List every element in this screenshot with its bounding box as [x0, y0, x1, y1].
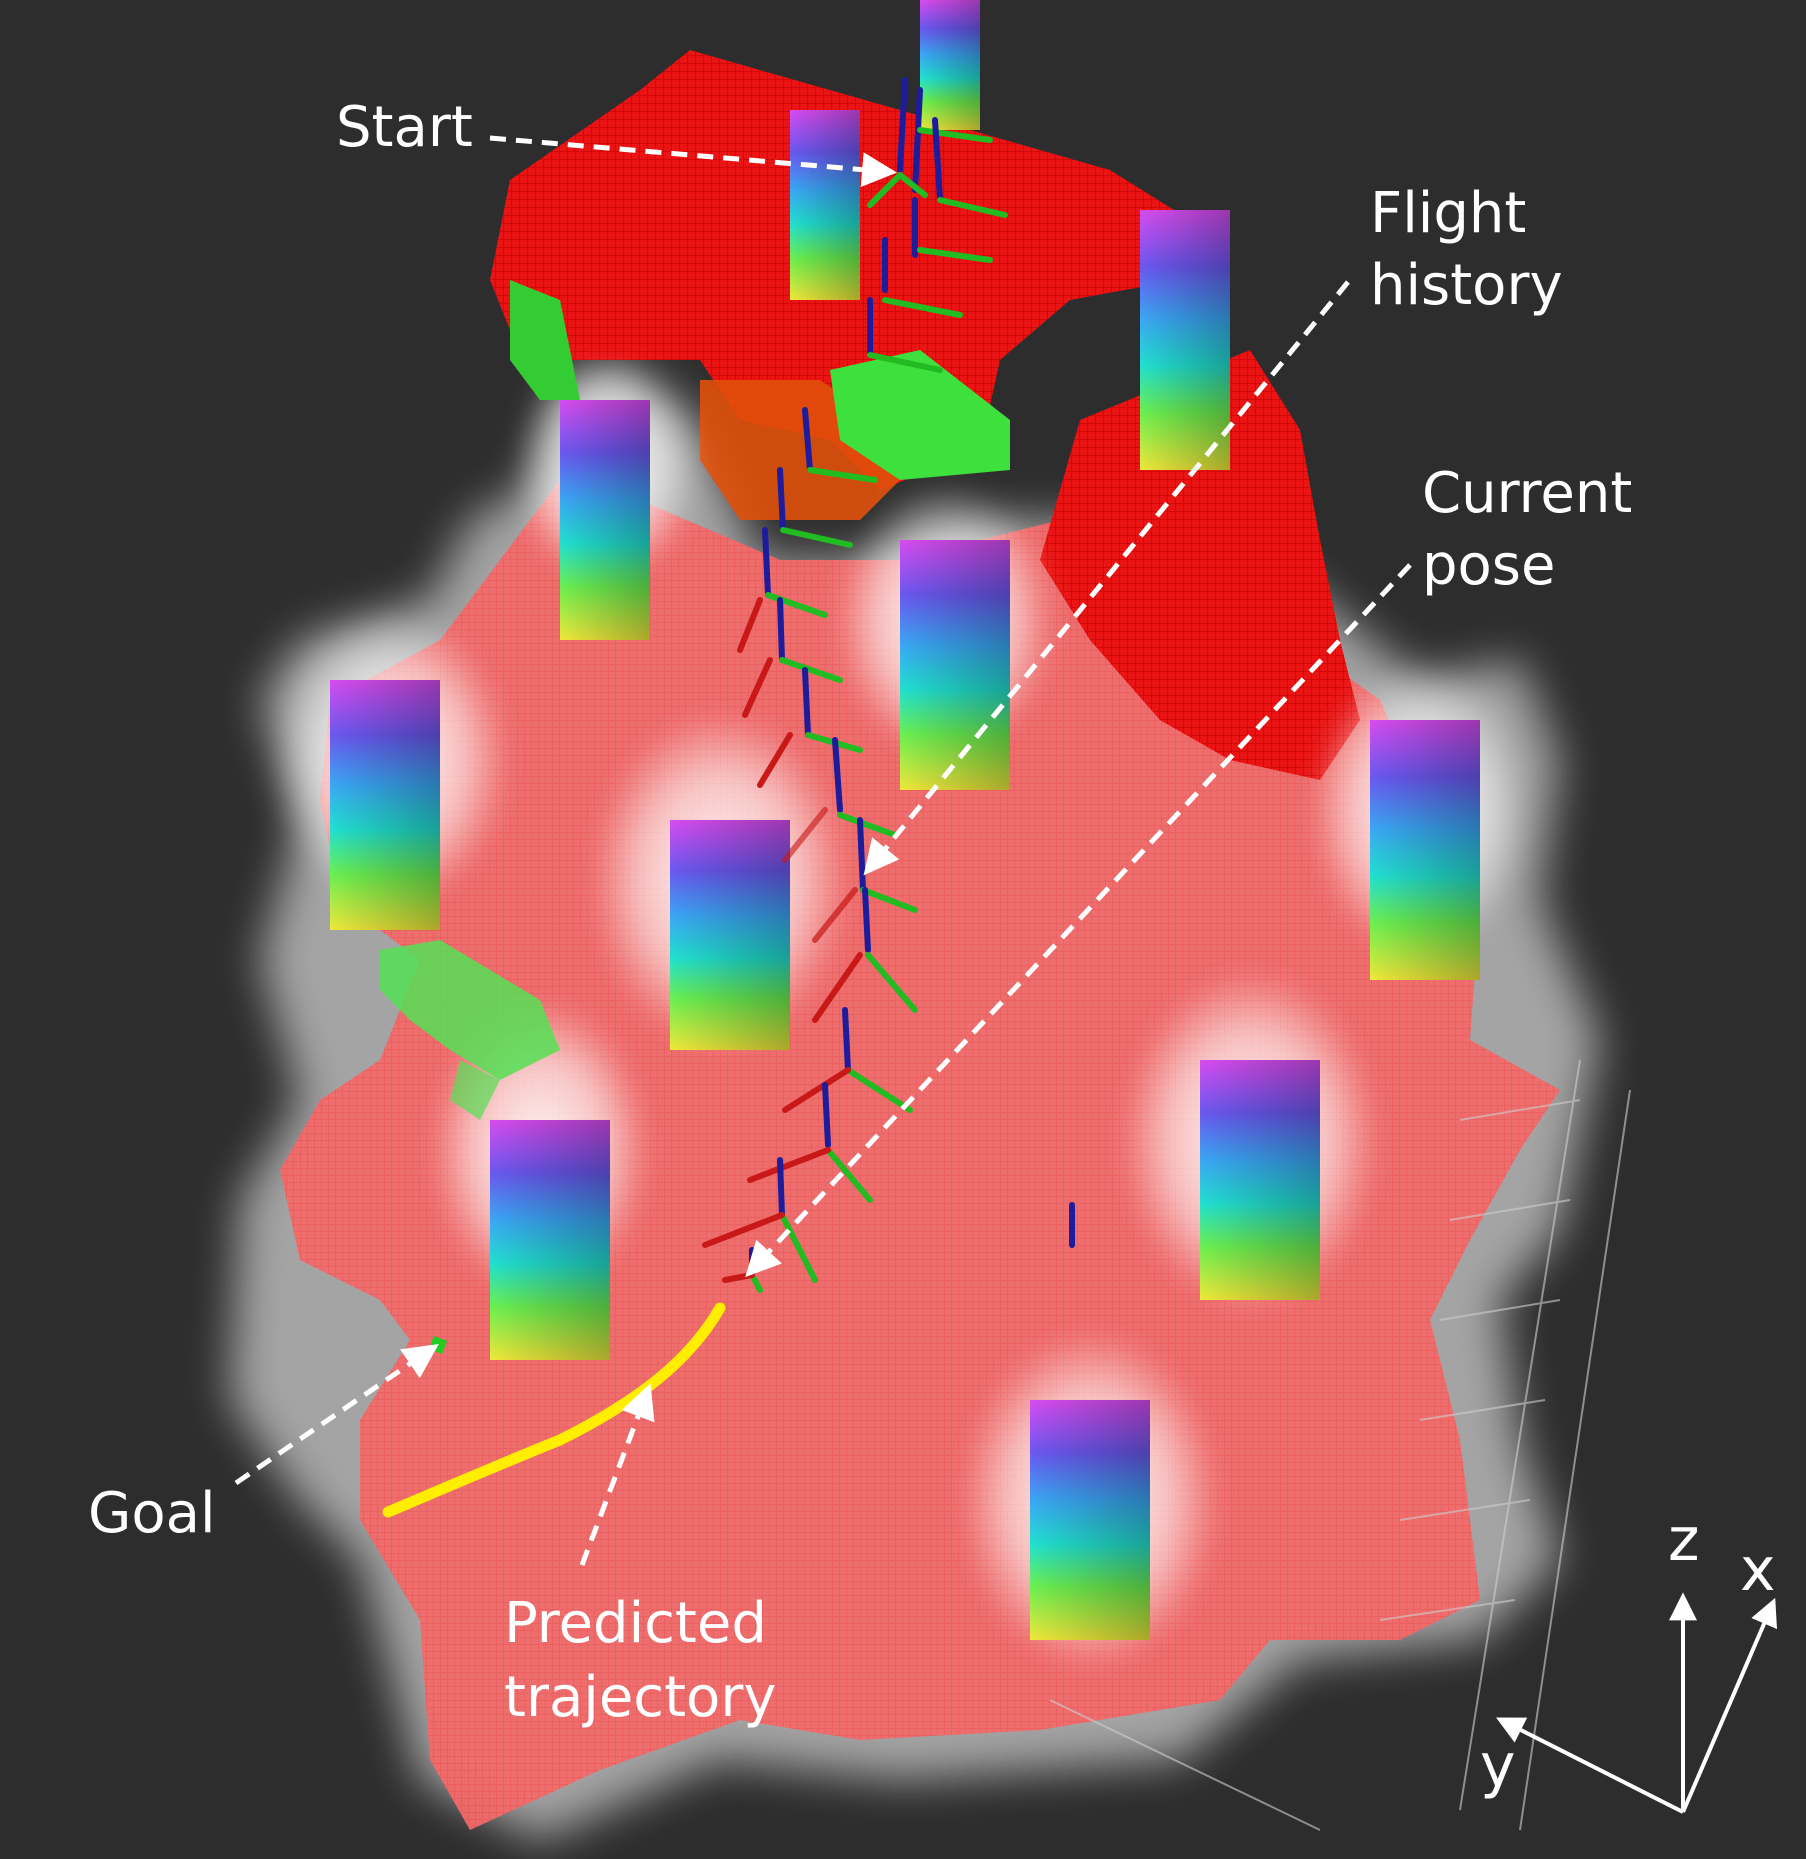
pillar-1: [560, 400, 650, 640]
pillars: [330, 0, 1480, 1640]
label-flight-history-line2: history: [1370, 253, 1563, 318]
pose-14: [812, 887, 918, 1023]
pose-16: [747, 1082, 873, 1203]
green-voxels: [380, 280, 1010, 1120]
pose-5: [882, 237, 963, 318]
label-predicted-line1: Predicted: [504, 1591, 767, 1656]
pose-8: [777, 467, 853, 548]
axis-z-label: z: [1668, 1505, 1700, 1575]
pillar-5: [490, 1120, 610, 1360]
pose-3: [932, 117, 1008, 218]
pose-1: [912, 87, 993, 193]
pose-10: [742, 597, 843, 718]
pose-9: [737, 527, 828, 653]
flight-history: [702, 77, 1075, 1293]
pillar-6: [1370, 720, 1480, 980]
pillar-4: [670, 820, 790, 1050]
pose-17: [702, 1157, 818, 1283]
pose-15: [782, 1007, 913, 1113]
pillar-8: [1030, 1400, 1150, 1640]
pillar-11: [920, 0, 980, 130]
axis-x-label: x: [1740, 1535, 1776, 1605]
axis-y-line: [1496, 1717, 1684, 1814]
axis-triad: [1496, 1592, 1777, 1814]
pillar-7: [1200, 1060, 1320, 1300]
axis-x-line: [1681, 1597, 1777, 1813]
label-current-pose-line1: Current: [1422, 461, 1633, 526]
pillar-10: [790, 110, 860, 300]
annotation-arrows: [234, 135, 1412, 1566]
current-pose-arrow: [745, 563, 1412, 1278]
label-goal: Goal: [88, 1481, 216, 1546]
pillar-2: [900, 540, 1010, 790]
label-flight-history-line1: Flight: [1370, 181, 1527, 246]
label-predicted-line2: trajectory: [504, 1665, 777, 1730]
axis-y-label: y: [1480, 1731, 1516, 1801]
predicted-trajectory-arrow: [579, 1383, 655, 1566]
start-arrow: [489, 135, 897, 188]
pose-6: [867, 297, 943, 373]
goal-arrow: [234, 1344, 439, 1486]
flight-history-arrow: [863, 280, 1350, 876]
label-current-pose-line2: pose: [1422, 533, 1556, 598]
pillar-3: [330, 680, 440, 930]
predicted-trajectory: [382, 1302, 726, 1518]
pose-12: [782, 737, 898, 863]
pose-4: [912, 197, 993, 263]
pose-13: [812, 817, 918, 943]
label-start: Start: [336, 95, 473, 160]
reference-grid: [1049, 1059, 1631, 1831]
pillar-9: [1140, 210, 1230, 470]
pose-7: [802, 407, 878, 483]
